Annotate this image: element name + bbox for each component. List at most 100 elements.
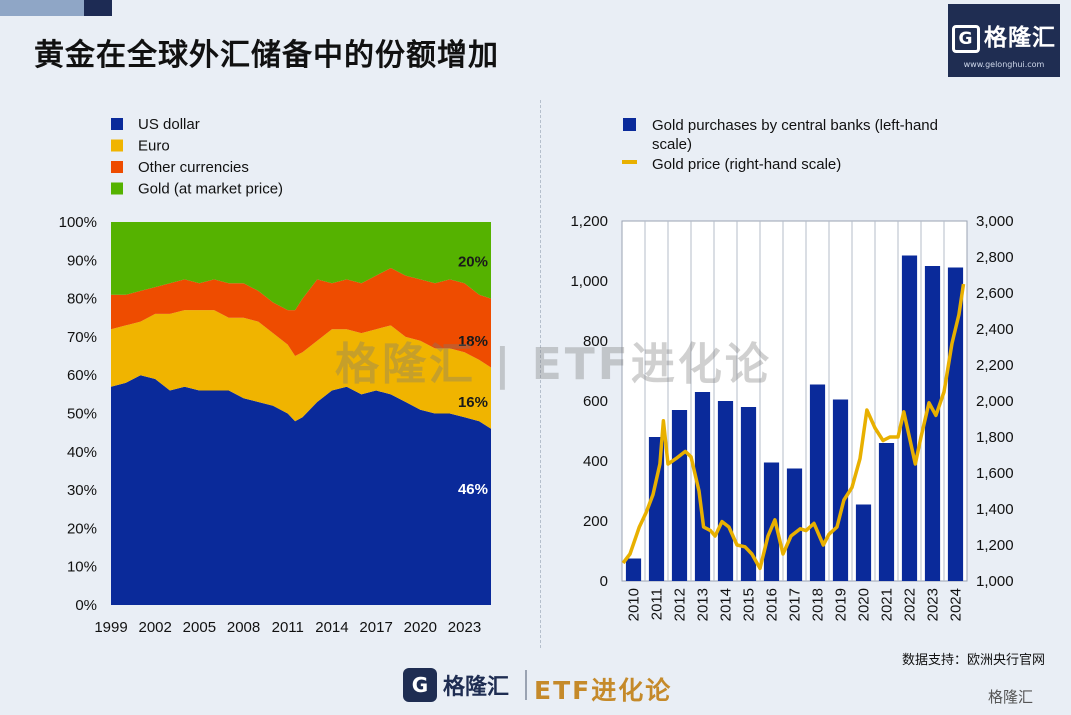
- top-accent-bar-dark: [84, 0, 112, 16]
- bar-2021: [878, 443, 895, 581]
- legend-label-bars: Gold purchases by central banks (left-ha…: [652, 117, 938, 134]
- right-x-tick: 2022: [902, 588, 919, 621]
- watermark: 格隆汇 | ETF进化论: [335, 339, 772, 390]
- right-x-tick: 2010: [626, 588, 643, 621]
- right-x-tick: 2018: [810, 588, 827, 621]
- panel-divider: [540, 100, 541, 648]
- left-y-tick: 90%: [67, 252, 97, 269]
- right-x-tick: 2014: [718, 588, 735, 621]
- left-x-tick: 2002: [138, 619, 171, 636]
- right-x-tick: 2017: [787, 588, 804, 621]
- legend-swatch-bars: [623, 118, 636, 131]
- right-left-y-tick: 0: [600, 573, 608, 590]
- legend-swatch: [111, 161, 123, 173]
- legend-label: Other currencies: [138, 159, 249, 176]
- source-note: 数据支持：欧洲央行官网: [902, 653, 1046, 668]
- area-other-currencies: [111, 268, 491, 368]
- bar-2014: [717, 401, 734, 581]
- right-left-y-tick: 400: [583, 453, 608, 470]
- right-right-y-tick: 2,800: [976, 249, 1014, 266]
- right-right-y-tick: 1,000: [976, 573, 1014, 590]
- left-y-tick: 0%: [75, 597, 97, 614]
- right-right-y-tick: 1,400: [976, 501, 1014, 518]
- left-x-tick: 2017: [359, 619, 392, 636]
- corner-watermark: 格隆汇: [988, 688, 1034, 706]
- footer-logo: G 格隆汇: [403, 666, 521, 704]
- right-x-tick: 2020: [856, 588, 873, 621]
- bar-2024: [947, 267, 964, 581]
- bar-2023: [924, 266, 941, 581]
- left-y-tick: 80%: [67, 291, 97, 308]
- left-x-tick: 2020: [404, 619, 437, 636]
- right-left-y-tick: 600: [583, 393, 608, 410]
- bar-2019: [832, 399, 849, 581]
- left-y-tick: 50%: [67, 406, 97, 423]
- end-value-label: 16%: [458, 394, 488, 411]
- area-euro: [111, 310, 491, 429]
- left-y-tick: 10%: [67, 559, 97, 576]
- right-right-y-tick: 1,200: [976, 537, 1014, 554]
- right-right-y-tick: 1,800: [976, 429, 1014, 446]
- left-y-tick: 40%: [67, 444, 97, 461]
- bar-2011: [648, 437, 665, 581]
- left-y-tick: 70%: [67, 329, 97, 346]
- left-x-tick: 2011: [272, 619, 304, 636]
- right-x-tick: 2013: [695, 588, 712, 621]
- area-gold-at-market-price-: [111, 222, 491, 311]
- legend-swatch: [111, 139, 123, 152]
- bar-2015: [740, 407, 757, 581]
- right-right-y-tick: 2,400: [976, 321, 1014, 338]
- logo-text: 格隆汇: [984, 25, 1056, 51]
- bar-2017: [786, 468, 803, 581]
- area-us-dollar: [111, 375, 491, 605]
- right-x-tick: 2011: [649, 588, 666, 620]
- right-right-y-tick: 2,000: [976, 393, 1014, 410]
- left-x-tick: 2023: [448, 619, 481, 636]
- legend-swatch: [111, 118, 123, 130]
- end-value-label: 18%: [458, 333, 488, 350]
- logo-g-icon: G: [952, 24, 980, 53]
- left-x-tick: 2014: [315, 619, 348, 636]
- left-x-tick: 2008: [227, 619, 260, 636]
- footer-separator: [525, 670, 527, 700]
- footer-brand: ETF进化论: [534, 676, 673, 705]
- end-value-label: 46%: [458, 481, 488, 498]
- legend-label-bars-cont: scale): [652, 136, 692, 153]
- right-x-tick: 2012: [672, 588, 689, 621]
- left-y-tick: 100%: [59, 214, 97, 231]
- footer-g-icon: G: [403, 668, 437, 702]
- right-x-tick: 2024: [948, 588, 965, 621]
- footer-logo-text: 格隆汇: [443, 675, 510, 700]
- page-title: 黄金在全球外汇储备中的份额增加: [34, 38, 499, 73]
- logo-url: www.gelonghui.com: [963, 59, 1045, 69]
- bar-2016: [763, 462, 780, 581]
- left-y-tick: 20%: [67, 520, 97, 537]
- right-x-tick: 2015: [741, 588, 758, 621]
- right-left-y-tick: 200: [583, 513, 608, 530]
- bar-2012: [671, 410, 688, 581]
- bar-2020: [855, 504, 872, 581]
- right-right-y-tick: 2,600: [976, 285, 1014, 302]
- top-accent-bar: [0, 0, 84, 16]
- end-value-label: 20%: [458, 253, 488, 270]
- right-x-tick: 2021: [879, 588, 896, 621]
- bar-2018: [809, 384, 826, 581]
- bar-2013: [694, 392, 711, 581]
- right-x-tick: 2016: [764, 588, 781, 621]
- left-x-tick: 2005: [183, 619, 216, 636]
- brand-logo: G 格隆汇 www.gelonghui.com: [948, 4, 1060, 77]
- right-left-y-tick: 1,200: [570, 213, 608, 230]
- left-y-tick: 30%: [67, 482, 97, 499]
- legend-label: Euro: [138, 138, 170, 155]
- right-right-y-tick: 3,000: [976, 213, 1014, 230]
- right-right-y-tick: 1,600: [976, 465, 1014, 482]
- right-left-y-tick: 1,000: [570, 273, 608, 290]
- legend-label: Gold (at market price): [138, 181, 283, 198]
- right-right-y-tick: 2,200: [976, 357, 1014, 374]
- right-x-tick: 2023: [925, 588, 942, 621]
- legend-swatch: [111, 182, 123, 195]
- legend-label: US dollar: [138, 116, 200, 133]
- bar-2022: [901, 255, 918, 581]
- left-x-tick: 1999: [94, 619, 127, 636]
